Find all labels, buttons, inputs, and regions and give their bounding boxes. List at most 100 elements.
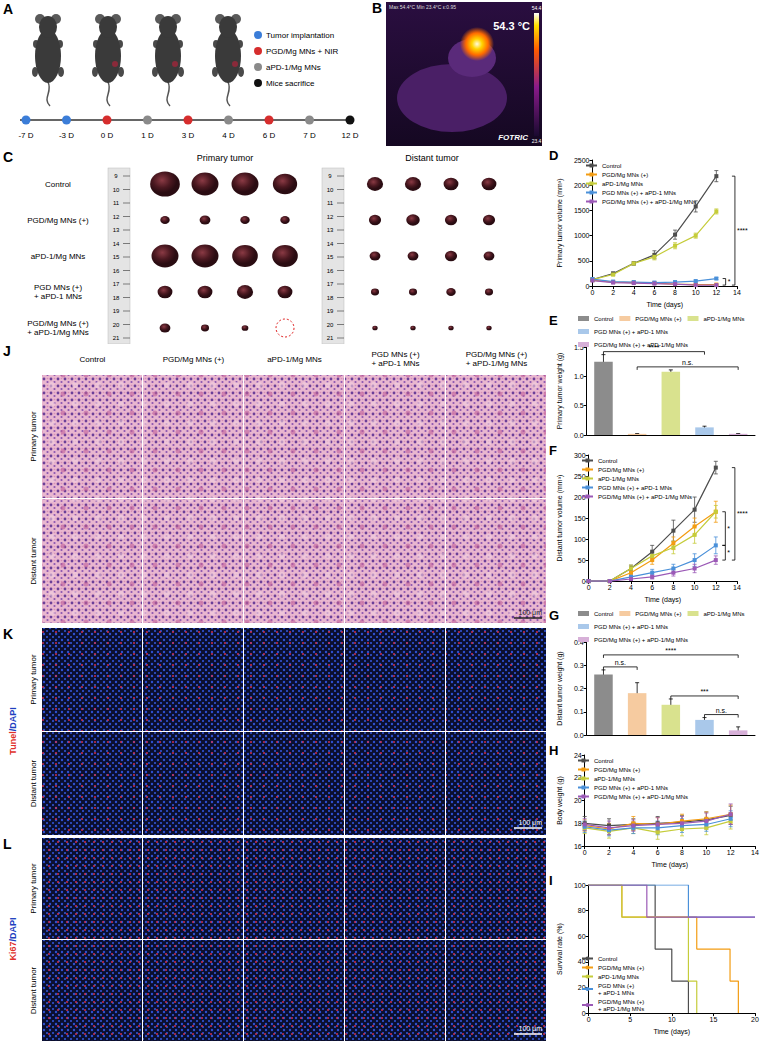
svg-text:6 D: 6 D xyxy=(263,131,276,140)
svg-text:PGD/Mg MNs (+)+ aPD-1/Mg MNs: PGD/Mg MNs (+)+ aPD-1/Mg MNs xyxy=(466,350,528,368)
svg-text:17: 17 xyxy=(113,281,120,287)
svg-text:5: 5 xyxy=(628,1016,632,1023)
svg-text:100 μm: 100 μm xyxy=(519,609,543,617)
svg-text:15: 15 xyxy=(113,254,120,260)
svg-text:Primary tumor weight (g): Primary tumor weight (g) xyxy=(556,353,564,430)
svg-text:12: 12 xyxy=(712,584,720,591)
svg-text:A: A xyxy=(3,1,13,17)
svg-text:1 D: 1 D xyxy=(141,131,154,140)
svg-text:Distant tumor: Distant tumor xyxy=(405,153,459,163)
svg-text:PGD/Mg MNs (+) + aPD-1/Mg MNs: PGD/Mg MNs (+) + aPD-1/Mg MNs xyxy=(594,342,688,348)
svg-text:****: **** xyxy=(665,647,676,654)
svg-text:aPD-1/Mg MNs: aPD-1/Mg MNs xyxy=(598,476,639,482)
svg-text:0.5: 0.5 xyxy=(574,402,584,409)
svg-text:Max 54.4°C Min 23.4°C ε:0.95: Max 54.4°C Min 23.4°C ε:0.95 xyxy=(389,4,456,10)
svg-text:10: 10 xyxy=(692,289,700,296)
svg-text:***: *** xyxy=(700,688,708,695)
svg-text:aPD-1/Mg MNs: aPD-1/Mg MNs xyxy=(602,181,643,187)
svg-text:aPD-1/Mg MNs: aPD-1/Mg MNs xyxy=(267,355,322,364)
svg-text:0.2: 0.2 xyxy=(574,685,584,692)
svg-text:6: 6 xyxy=(652,289,656,296)
svg-text:2500: 2500 xyxy=(574,157,590,164)
svg-text:10: 10 xyxy=(668,1016,676,1023)
svg-text:PGD/Mg MNs (+) + aPD-1/Mg MNs: PGD/Mg MNs (+) + aPD-1/Mg MNs xyxy=(598,494,692,500)
svg-text:PGD/Mg MNs (+): PGD/Mg MNs (+) xyxy=(598,999,644,1005)
svg-text:20: 20 xyxy=(327,322,334,328)
svg-text:PGD/Mg MNs (+): PGD/Mg MNs (+) xyxy=(635,611,681,617)
svg-text:3 D: 3 D xyxy=(182,131,195,140)
svg-text:6: 6 xyxy=(650,584,654,591)
svg-text:Tunel/DAPI: Tunel/DAPI xyxy=(8,707,18,754)
svg-text:PGD MNs (+) + aPD-1 MNs: PGD MNs (+) + aPD-1 MNs xyxy=(594,329,668,335)
svg-text:2: 2 xyxy=(607,849,611,856)
svg-text:L: L xyxy=(3,836,12,852)
svg-text:11: 11 xyxy=(327,200,334,206)
svg-text:-3 D: -3 D xyxy=(59,131,74,140)
svg-text:C: C xyxy=(3,149,13,165)
svg-text:14: 14 xyxy=(327,241,334,247)
svg-text:60: 60 xyxy=(578,933,586,940)
svg-text:****: **** xyxy=(737,510,748,517)
svg-text:Control: Control xyxy=(80,355,106,364)
svg-text:K: K xyxy=(3,626,13,642)
svg-text:Distant tumor: Distant tumor xyxy=(29,537,38,585)
svg-text:PGD/Mg MNs (+) + aPD-1/Mg MNs: PGD/Mg MNs (+) + aPD-1/Mg MNs xyxy=(594,637,688,643)
svg-text:PGD/Mg MNs (+)+ aPD-1/Mg MNs: PGD/Mg MNs (+)+ aPD-1/Mg MNs xyxy=(27,319,89,337)
svg-text:100 μm: 100 μm xyxy=(519,1025,543,1033)
svg-text:PGD MNs (+) + aPD-1 MNs: PGD MNs (+) + aPD-1 MNs xyxy=(598,485,672,491)
svg-text:54.3 °C: 54.3 °C xyxy=(493,20,530,32)
svg-text:Time (days): Time (days) xyxy=(646,301,683,309)
svg-text:500: 500 xyxy=(578,257,590,264)
svg-text:15: 15 xyxy=(327,254,334,260)
svg-text:8: 8 xyxy=(671,584,675,591)
svg-text:1500: 1500 xyxy=(574,207,590,214)
svg-text:100: 100 xyxy=(574,882,586,889)
svg-text:Control: Control xyxy=(602,163,621,169)
svg-text:Distant tumor: Distant tumor xyxy=(29,759,38,807)
svg-text:18: 18 xyxy=(113,295,120,301)
svg-text:4: 4 xyxy=(631,849,635,856)
svg-text:9: 9 xyxy=(328,173,332,179)
svg-text:PGD MNs (+) + aPD-1 MNs: PGD MNs (+) + aPD-1 MNs xyxy=(602,190,676,196)
svg-text:20: 20 xyxy=(574,797,582,804)
svg-text:4 D: 4 D xyxy=(222,131,235,140)
svg-text:16: 16 xyxy=(327,268,334,274)
svg-text:7 D: 7 D xyxy=(303,131,316,140)
svg-text:0 D: 0 D xyxy=(101,131,114,140)
svg-text:0.0: 0.0 xyxy=(574,732,584,739)
svg-text:12 D: 12 D xyxy=(342,131,359,140)
svg-text:12: 12 xyxy=(712,289,720,296)
svg-text:Primary tumor: Primary tumor xyxy=(29,411,38,462)
svg-text:23.4: 23.4 xyxy=(532,138,542,144)
svg-text:-7 D: -7 D xyxy=(18,131,33,140)
svg-text:16: 16 xyxy=(113,268,120,274)
svg-text:PGD MNs (+) + aPD-1 MNs: PGD MNs (+) + aPD-1 MNs xyxy=(594,785,668,791)
svg-text:J: J xyxy=(3,343,11,359)
svg-text:Time (days): Time (days) xyxy=(644,596,681,604)
svg-text:Primary tumor volume (mm³): Primary tumor volume (mm³) xyxy=(556,179,564,268)
svg-text:PGD/Mg MNs (+) + aPD-1/Mg MNs: PGD/Mg MNs (+) + aPD-1/Mg MNs xyxy=(594,794,688,800)
svg-text:10: 10 xyxy=(327,187,334,193)
svg-text:1.0: 1.0 xyxy=(574,373,584,380)
svg-text:Survival rate (%): Survival rate (%) xyxy=(556,923,564,975)
svg-text:150: 150 xyxy=(574,515,586,522)
svg-text:100: 100 xyxy=(574,536,586,543)
svg-text:16: 16 xyxy=(574,843,582,850)
svg-text:PGD/Mg MNs (+): PGD/Mg MNs (+) xyxy=(163,355,225,364)
svg-text:13: 13 xyxy=(113,227,120,233)
svg-text:21: 21 xyxy=(113,335,120,341)
svg-text:Primary tumor: Primary tumor xyxy=(29,654,38,705)
svg-text:Body weight (g): Body weight (g) xyxy=(556,776,564,825)
svg-text:FOTRIC: FOTRIC xyxy=(498,133,528,142)
svg-text:Control: Control xyxy=(598,458,617,464)
svg-text:8: 8 xyxy=(680,849,684,856)
svg-text:Mice sacrifice: Mice sacrifice xyxy=(266,79,315,88)
svg-text:10: 10 xyxy=(691,584,699,591)
svg-text:n.s.: n.s. xyxy=(716,707,727,714)
svg-text:0: 0 xyxy=(586,283,590,290)
svg-text:PGD/Mg MNs (+) + aPD-1/Mg MNs: PGD/Mg MNs (+) + aPD-1/Mg MNs xyxy=(602,199,696,205)
svg-text:54.4: 54.4 xyxy=(532,5,542,11)
svg-text:20: 20 xyxy=(751,1016,759,1023)
svg-text:Distant tumor volume (mm³): Distant tumor volume (mm³) xyxy=(556,475,564,562)
svg-text:aPD-1/Mg MNs: aPD-1/Mg MNs xyxy=(704,611,745,617)
